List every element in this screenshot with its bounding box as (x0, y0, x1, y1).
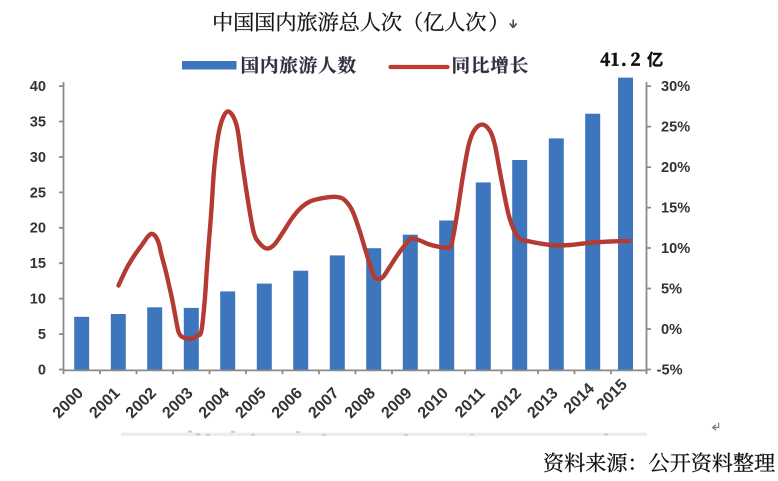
svg-text:-5%: -5% (657, 362, 683, 378)
svg-text:25%: 25% (661, 120, 690, 136)
svg-text:10: 10 (30, 292, 46, 308)
svg-text:10%: 10% (661, 241, 690, 257)
svg-text:0: 0 (38, 362, 46, 378)
svg-text:30%: 30% (661, 79, 690, 95)
svg-text:5: 5 (38, 327, 46, 343)
svg-text:15: 15 (30, 256, 46, 272)
svg-text:20: 20 (30, 221, 46, 237)
svg-text:25: 25 (30, 185, 46, 201)
svg-text:40: 40 (30, 79, 46, 95)
svg-text:0%: 0% (661, 322, 682, 338)
svg-text:35: 35 (30, 114, 46, 130)
svg-text:5%: 5% (661, 281, 682, 297)
svg-text:30: 30 (30, 150, 46, 166)
svg-text:15%: 15% (661, 201, 690, 217)
svg-text:20%: 20% (661, 160, 690, 176)
